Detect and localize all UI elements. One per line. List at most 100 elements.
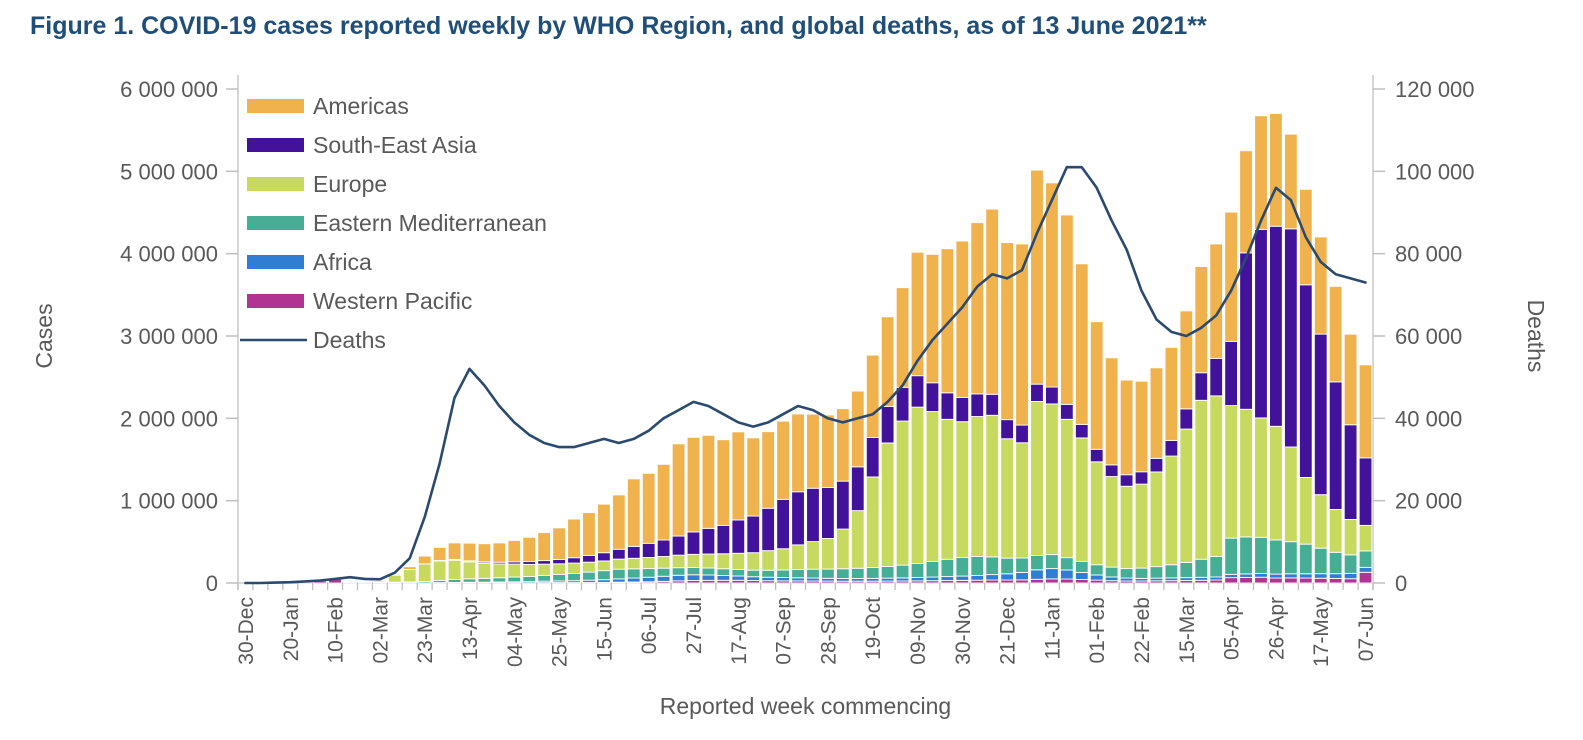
bar-segment	[985, 393, 999, 416]
bar-segment	[1209, 243, 1224, 359]
bar-segment	[701, 574, 716, 581]
weekly-bar	[373, 580, 387, 584]
weekly-bar	[537, 532, 551, 584]
bar-segment	[1358, 566, 1373, 573]
bar-segment	[537, 574, 551, 582]
bar-segment	[552, 559, 566, 565]
bar-segment	[1284, 228, 1298, 448]
bar-segment	[985, 574, 999, 581]
bar-segment	[671, 567, 686, 576]
bar-segment	[582, 512, 596, 556]
bar-segment	[507, 576, 522, 583]
bar-segment	[1343, 424, 1358, 520]
bar-segment	[1224, 573, 1238, 579]
bar-segment	[612, 568, 626, 580]
bar-segment	[567, 572, 581, 582]
bar-segment	[686, 567, 701, 576]
bar-segment	[1045, 386, 1059, 405]
bar-segment	[880, 316, 895, 408]
bar-segment	[955, 240, 970, 398]
bar-segment	[910, 406, 925, 565]
bar-segment	[1089, 321, 1104, 450]
bar-segment	[1239, 150, 1253, 254]
bar-segment	[1298, 543, 1313, 575]
legend: Americas South-East Asia Europe Eastern Med…	[240, 93, 547, 353]
bar-segment	[1104, 357, 1119, 466]
bar-segment	[597, 503, 611, 554]
weekly-bar	[1224, 211, 1238, 584]
bar-segment	[1074, 437, 1089, 562]
x-axis-tick-label: 06-Jul	[638, 597, 661, 654]
bar-segment	[552, 574, 566, 582]
bar-segment	[1074, 560, 1089, 573]
bar-segment	[626, 557, 641, 570]
figure-title: Figure 1. COVID-19 cases reported weekly…	[30, 12, 1207, 40]
bar-segment	[821, 486, 835, 539]
bar-segment	[910, 375, 925, 408]
right-axis-tick-label: 100 000	[1395, 159, 1475, 184]
bar-segment	[791, 413, 805, 493]
bar-segment	[1209, 357, 1224, 397]
x-axis-tick-label: 15-Mar	[1176, 597, 1199, 664]
bar-segment	[1224, 340, 1238, 407]
bar-segment	[746, 515, 761, 554]
bar-segment	[567, 518, 581, 559]
bar-segment	[955, 575, 970, 581]
weekly-bar	[821, 414, 835, 584]
weekly-bar	[865, 354, 880, 584]
bar-segment	[1000, 419, 1014, 440]
bar-segment	[1015, 579, 1029, 584]
x-axis-tick-label: 21-Dec	[997, 597, 1020, 665]
weekly-bar	[671, 443, 686, 584]
bar-segment	[836, 568, 850, 579]
weekly-bar	[895, 287, 910, 584]
bar-segment	[1015, 442, 1029, 559]
weekly-bar	[626, 478, 641, 584]
y-left-axis-title: Cases	[31, 303, 57, 368]
x-axis-tick-label: 15-Jun	[593, 597, 616, 661]
bar-segment	[552, 563, 566, 575]
left-axis-tick-label: 6 000 000	[120, 77, 218, 102]
bar-segment	[1060, 557, 1074, 571]
bar-segment	[1119, 474, 1134, 487]
bar-segment	[1328, 578, 1343, 584]
bar-segment	[1104, 566, 1119, 578]
bar-segment	[1000, 242, 1014, 421]
bar-segment	[821, 538, 835, 570]
bar-segment	[1269, 573, 1283, 579]
bar-segment	[1343, 578, 1358, 584]
weekly-bar	[402, 566, 417, 584]
bar-segment	[701, 527, 716, 555]
weekly-bar	[940, 248, 955, 584]
bar-segment	[895, 386, 910, 422]
x-axis-ticks	[237, 583, 1374, 590]
bar-segment	[656, 463, 671, 541]
weekly-bar	[387, 574, 402, 584]
bar-segment	[567, 562, 581, 574]
legend-item-western-pacific: Western Pacific	[247, 288, 472, 314]
bar-segment	[1313, 236, 1328, 335]
bar-segment	[731, 568, 746, 577]
bar-segment	[850, 466, 865, 512]
bar-segment	[641, 568, 656, 578]
weekly-bar	[1119, 379, 1134, 584]
bar-segment	[1149, 471, 1164, 568]
bar-segment	[1060, 418, 1074, 559]
bar-segment	[447, 559, 462, 580]
bar-segment	[925, 411, 940, 562]
weekly-bar	[985, 208, 999, 584]
bar-segment	[612, 578, 626, 583]
x-axis-tick-label: 19-Oct	[862, 597, 885, 660]
bar-segment	[716, 524, 731, 555]
bar-segment	[1254, 573, 1268, 578]
bar-segment	[1269, 113, 1283, 227]
bar-segment	[940, 418, 955, 560]
bar-segment	[1015, 424, 1029, 444]
bar-segment	[940, 576, 955, 581]
weekly-bar	[746, 437, 761, 584]
bar-segment	[1074, 263, 1089, 425]
bar-segment	[641, 576, 656, 583]
bar-segment	[387, 574, 402, 583]
